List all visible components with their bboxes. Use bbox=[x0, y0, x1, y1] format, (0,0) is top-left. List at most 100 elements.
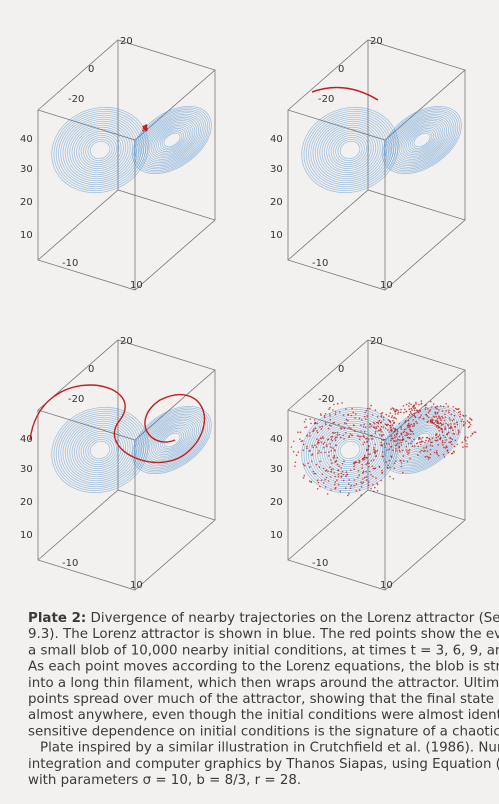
red-point bbox=[306, 435, 308, 437]
red-point bbox=[419, 416, 422, 418]
red-point bbox=[427, 440, 430, 442]
red-point bbox=[459, 410, 461, 413]
red-point bbox=[345, 475, 347, 477]
red-point bbox=[366, 449, 368, 452]
red-point bbox=[392, 427, 394, 429]
red-point bbox=[322, 467, 325, 470]
red-point bbox=[352, 411, 354, 414]
attractor-orbit bbox=[150, 421, 194, 459]
attractor-orbit bbox=[78, 130, 122, 170]
red-point bbox=[331, 462, 333, 464]
attractor-orbit bbox=[319, 122, 381, 178]
red-point bbox=[337, 473, 340, 476]
attractor-orbit bbox=[137, 410, 207, 470]
red-point bbox=[437, 454, 440, 457]
red-point bbox=[358, 435, 360, 438]
red-point bbox=[424, 441, 426, 444]
red-point bbox=[398, 442, 401, 444]
red-point bbox=[372, 421, 375, 424]
red-point bbox=[312, 430, 314, 433]
red-point bbox=[466, 445, 468, 448]
red-point bbox=[419, 409, 421, 412]
red-point bbox=[313, 472, 316, 475]
red-point bbox=[420, 443, 422, 446]
red-point bbox=[360, 481, 362, 483]
red-point bbox=[313, 428, 315, 430]
red-point bbox=[354, 413, 357, 415]
red-point bbox=[355, 483, 358, 485]
red-point bbox=[466, 443, 468, 445]
red-point bbox=[400, 441, 403, 444]
red-point bbox=[356, 461, 358, 464]
red-point bbox=[302, 463, 305, 465]
red-point bbox=[333, 457, 335, 459]
red-point bbox=[340, 476, 343, 478]
red-point bbox=[144, 127, 147, 129]
attractor-orbit bbox=[69, 422, 131, 478]
attractor-orbit bbox=[146, 418, 198, 462]
red-point bbox=[355, 490, 358, 492]
red-point bbox=[345, 471, 348, 473]
red-point bbox=[450, 425, 452, 428]
red-point bbox=[410, 433, 412, 435]
red-point bbox=[396, 440, 398, 442]
red-point bbox=[370, 474, 372, 476]
red-point bbox=[378, 419, 381, 422]
red-point bbox=[435, 450, 438, 452]
red-point bbox=[348, 483, 350, 485]
red-point bbox=[316, 422, 319, 425]
red-point bbox=[452, 432, 454, 435]
red-point bbox=[336, 479, 338, 481]
red-point bbox=[465, 440, 467, 442]
red-point bbox=[429, 444, 432, 447]
red-point bbox=[332, 409, 334, 411]
red-point bbox=[305, 426, 308, 428]
attractor-orbit bbox=[310, 114, 390, 186]
red-point bbox=[380, 412, 383, 415]
red-point bbox=[411, 409, 413, 411]
red-point bbox=[447, 432, 449, 435]
red-point bbox=[427, 408, 429, 410]
red-point bbox=[439, 417, 441, 419]
red-point bbox=[432, 415, 435, 418]
red-point bbox=[437, 411, 439, 414]
red-point bbox=[371, 465, 373, 467]
red-point bbox=[364, 457, 366, 459]
red-point bbox=[363, 423, 365, 426]
red-point bbox=[317, 452, 319, 454]
red-point bbox=[328, 424, 331, 427]
red-point bbox=[451, 427, 453, 429]
red-point bbox=[336, 402, 339, 405]
red-point bbox=[334, 475, 336, 478]
red-point bbox=[433, 451, 436, 454]
red-point bbox=[362, 471, 364, 474]
red-point bbox=[358, 438, 361, 440]
red-point bbox=[145, 129, 147, 132]
red-point bbox=[318, 439, 320, 441]
axis-tick-label: 30 bbox=[20, 464, 33, 475]
red-point bbox=[336, 456, 338, 459]
red-point bbox=[413, 424, 415, 427]
attractor-orbit bbox=[335, 136, 365, 164]
red-point bbox=[319, 413, 322, 415]
red-point bbox=[397, 413, 399, 415]
axis-tick-label: -20 bbox=[318, 94, 334, 105]
axis-tick-label: 10 bbox=[130, 580, 143, 591]
red-point bbox=[142, 125, 145, 128]
red-point bbox=[397, 409, 399, 412]
axis-tick-label: -10 bbox=[312, 558, 328, 569]
red-point bbox=[431, 441, 433, 444]
red-point bbox=[393, 434, 396, 437]
attractor-orbit bbox=[326, 128, 374, 172]
red-point bbox=[392, 419, 394, 422]
red-point bbox=[436, 405, 439, 408]
red-point bbox=[408, 422, 410, 425]
attractor-orbit bbox=[332, 134, 368, 166]
red-point bbox=[437, 444, 439, 446]
red-point bbox=[427, 411, 430, 414]
red-point bbox=[413, 412, 416, 415]
red-point bbox=[372, 459, 375, 461]
red-point bbox=[367, 440, 369, 442]
attractor-orbit bbox=[152, 423, 192, 457]
red-point bbox=[373, 451, 375, 453]
